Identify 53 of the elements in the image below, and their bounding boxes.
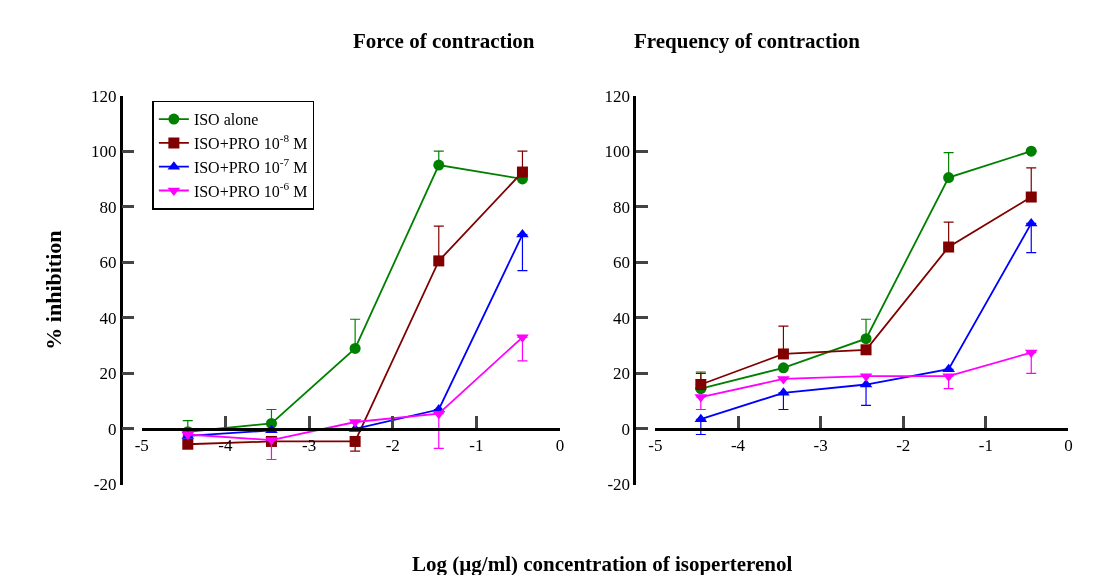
legend-label: ISO alone [193,111,259,129]
legend-label: ISO+PRO 10$^{-6}$ M [193,180,308,200]
y-tick-label: -20 [607,475,631,495]
x-tick-label: -4 [730,436,746,456]
y-tick-label: 0 [107,419,117,439]
x-tick-label: -2 [385,436,400,456]
point [182,438,194,450]
x-tick-label: -3 [813,436,828,456]
y-tick-label: 0 [621,419,631,439]
point [433,255,445,267]
x-tick-label: -5 [648,436,663,456]
chart-title: Frequency of contraction [634,29,861,53]
y-tick-label: 60 [99,253,117,273]
point [349,342,361,354]
x-tick-label: -5 [134,436,149,456]
point [777,348,789,360]
x-tick-label: -1 [469,436,484,456]
y-tick-label: 120 [90,86,117,106]
point [432,410,446,420]
y-tick-label: 40 [613,308,631,328]
x-tick-label: -3 [302,436,317,456]
point [1025,191,1037,203]
point [695,379,707,391]
point [943,241,955,253]
x-tick-label: -2 [896,436,911,456]
point [1024,217,1038,227]
point [349,435,361,447]
point [1025,145,1037,157]
y-tick-label: 100 [90,142,117,162]
y-tick-label: 80 [99,197,117,217]
point [433,159,445,171]
chart-title: Force of contraction [353,29,535,53]
legend-label: ISO+PRO 10$^{-8}$ M [193,132,308,153]
legend-label: ISO+PRO 10$^{-7}$ M [193,156,308,176]
y-tick-label: 120 [604,86,631,106]
y-tick-label: 20 [613,364,631,384]
y-tick-label: 60 [613,253,631,273]
y-tick-label: 40 [99,308,117,328]
x-tick-label: 0 [1064,436,1073,456]
x-tick-label: 0 [555,436,565,456]
x-tick-label: -1 [978,436,993,456]
y-tick-label: -20 [93,475,117,495]
point [777,362,789,374]
point [516,166,528,178]
y-tick-label: 20 [99,364,117,384]
point [860,333,872,345]
point [943,172,955,184]
y-tick-label: 80 [613,197,631,217]
point [1024,349,1038,359]
point [860,344,872,356]
x-axis-title: Log (µg/ml) concentration of isoperterenol [412,552,793,575]
y-axis-title: % inhibition [40,230,66,350]
y-tick-label: 100 [604,142,631,162]
